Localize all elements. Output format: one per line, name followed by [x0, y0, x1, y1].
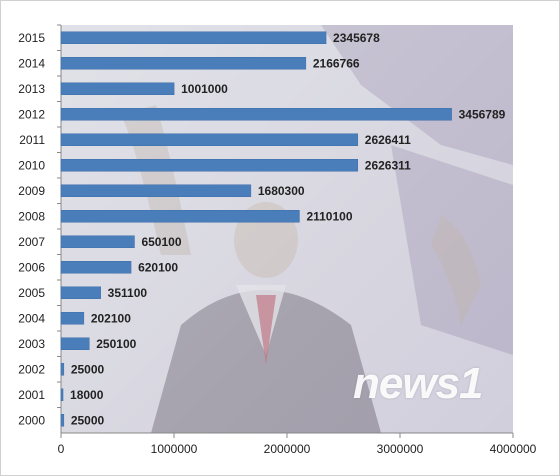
x-tick-label: 4000000 — [490, 442, 537, 456]
bar — [60, 57, 307, 70]
y-tick-label: 2000 — [18, 413, 45, 427]
news1-watermark-logo: news1 — [353, 359, 484, 408]
bar — [60, 261, 132, 274]
y-tick-label: 2007 — [18, 235, 45, 249]
bar — [60, 210, 300, 223]
bar — [60, 159, 359, 172]
data-label: 1680300 — [258, 184, 305, 198]
data-label: 25000 — [71, 413, 105, 427]
bar — [60, 82, 175, 95]
bar — [60, 363, 65, 376]
data-label: 25000 — [71, 362, 105, 376]
bar — [60, 133, 359, 146]
y-tick-label: 2005 — [18, 286, 45, 300]
data-label: 2166766 — [313, 56, 360, 70]
y-tick-label: 2003 — [18, 337, 45, 351]
data-label: 650100 — [141, 235, 181, 249]
y-tick-label: 2015 — [18, 31, 45, 45]
y-tick-label: 2009 — [18, 184, 45, 198]
bar — [60, 388, 64, 401]
y-tick-label: 2002 — [18, 362, 45, 376]
data-label: 2345678 — [333, 31, 380, 45]
data-label: 2110100 — [306, 209, 352, 223]
bar — [60, 108, 452, 121]
y-tick-label: 2006 — [18, 260, 45, 274]
y-tick-label: 2011 — [19, 133, 45, 147]
data-label: 250100 — [96, 337, 136, 351]
bar — [60, 414, 65, 427]
bar — [60, 184, 252, 197]
y-tick-label: 2008 — [18, 209, 45, 223]
bar — [60, 235, 135, 248]
bar — [60, 337, 90, 350]
x-tick-label: 1000000 — [151, 442, 198, 456]
bar — [60, 312, 85, 325]
y-tick-label: 2012 — [18, 107, 45, 121]
y-tick-label: 2014 — [18, 56, 45, 70]
x-tick-label: 3000000 — [377, 442, 424, 456]
data-label: 351100 — [108, 286, 148, 300]
data-label: 1001000 — [181, 82, 228, 96]
data-label: 202100 — [91, 311, 131, 325]
data-label: 2626411 — [365, 133, 411, 147]
y-tick-label: 2013 — [18, 82, 45, 96]
data-label: 18000 — [70, 388, 104, 402]
bar — [60, 31, 327, 44]
data-label: 2626311 — [365, 158, 411, 172]
data-label: 3456789 — [459, 107, 506, 121]
x-tick-label: 2000000 — [264, 442, 311, 456]
x-tick-label: 0 — [58, 442, 65, 456]
bar — [60, 286, 101, 299]
data-label: 620100 — [138, 260, 178, 274]
y-tick-label: 2010 — [18, 158, 45, 172]
y-tick-label: 2001 — [18, 388, 45, 402]
y-tick-label: 2004 — [18, 311, 45, 325]
